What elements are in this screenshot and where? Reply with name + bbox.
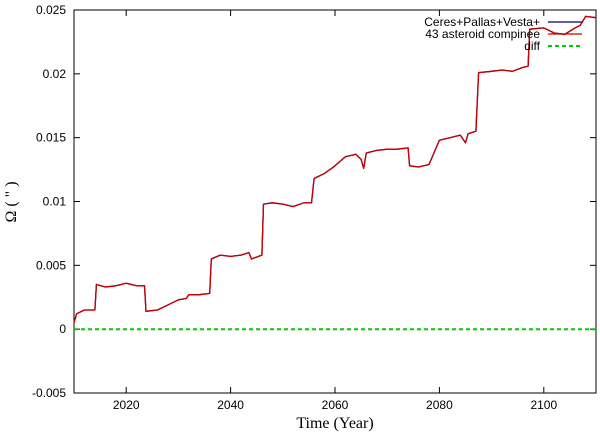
y-tick-label: 0.02 (43, 67, 67, 81)
x-tick-label: 2060 (322, 398, 349, 412)
series-line-2 (73, 15, 597, 323)
series-line-1 (73, 15, 597, 323)
y-axis-label: Ω ( " ) (3, 181, 20, 222)
x-axis: 2020 2040 2060 2080 2100 (113, 10, 557, 412)
x-axis-label: Time (Year) (296, 415, 373, 432)
y-tick-label: 0.01 (43, 195, 67, 209)
legend-label: Ceres+Pallas+Vesta+ (424, 15, 540, 29)
y-axis: -0.005 0 0.005 0.01 0.015 0.02 0.025 (32, 3, 596, 400)
y-tick-label: 0.005 (36, 258, 66, 272)
x-tick-label: 2020 (113, 398, 140, 412)
legend-label: diff (524, 39, 540, 53)
y-tick-label: 0 (59, 322, 66, 336)
legend: Ceres+Pallas+Vesta+43 asteroid compineed… (424, 15, 582, 53)
x-tick-label: 2100 (530, 398, 557, 412)
y-tick-label: -0.005 (32, 386, 66, 400)
x-tick-label: 2040 (217, 398, 244, 412)
y-tick-label: 0.015 (36, 131, 66, 145)
legend-label: 43 asteroid compinee (425, 27, 540, 41)
y-tick-label: 0.025 (36, 3, 66, 17)
plot-frame (73, 9, 597, 394)
series-layer (73, 15, 597, 331)
x-tick-label: 2080 (426, 398, 453, 412)
